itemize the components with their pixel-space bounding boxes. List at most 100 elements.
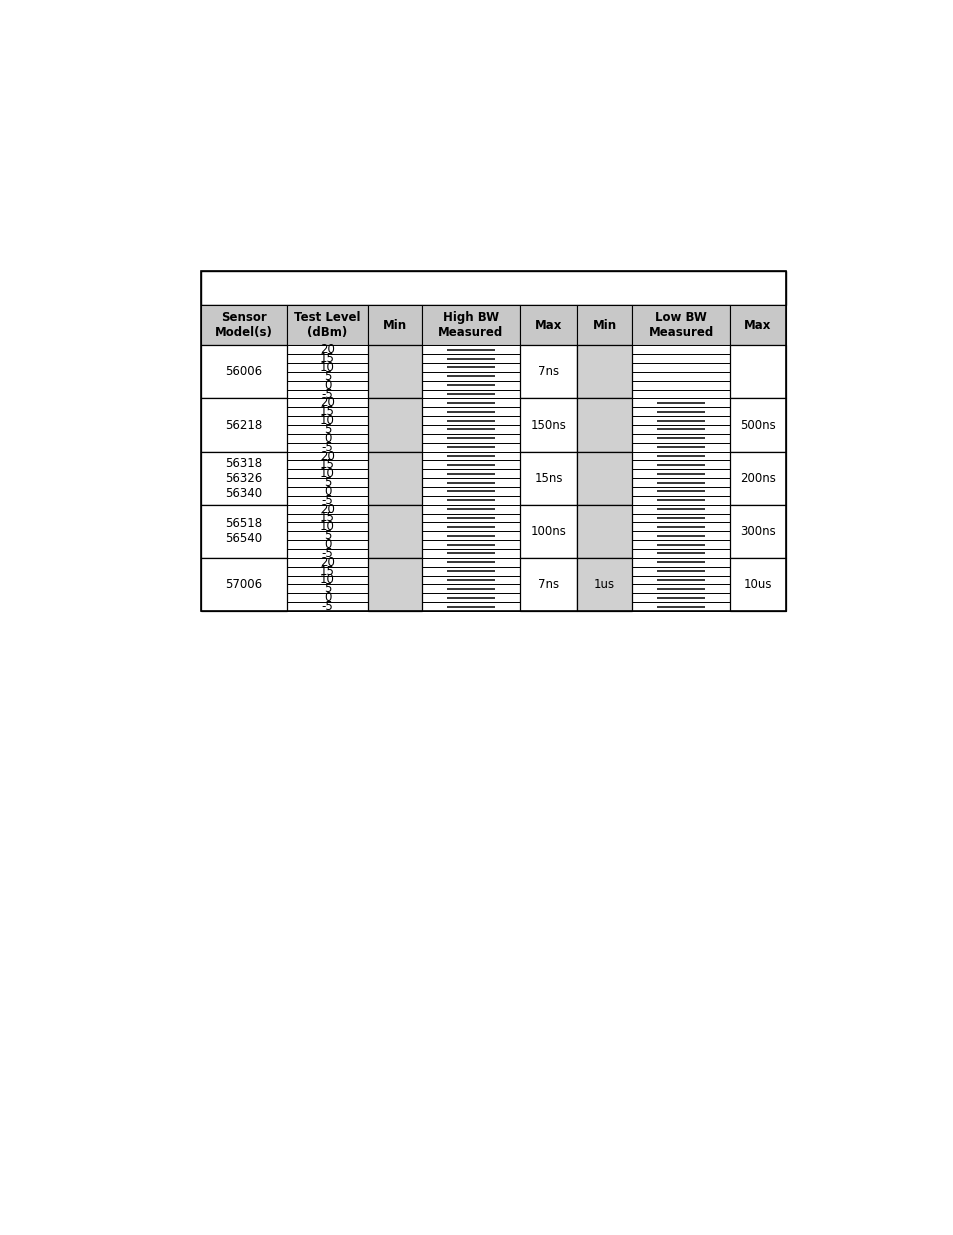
Bar [287, 522, 368, 531]
Bar [631, 461, 729, 469]
Bar [287, 346, 368, 354]
Bar [421, 496, 519, 505]
Text: 7ns: 7ns [537, 578, 558, 590]
Bar [631, 416, 729, 425]
Bar [287, 354, 368, 363]
Bar [421, 505, 519, 514]
Text: 15ns: 15ns [534, 472, 562, 484]
Text: -5: -5 [321, 388, 334, 400]
Bar [287, 372, 368, 380]
Text: 10: 10 [320, 573, 335, 587]
Bar [287, 461, 368, 469]
Bar [421, 531, 519, 540]
Bar [200, 558, 287, 611]
Text: 10: 10 [320, 467, 335, 480]
Text: 5: 5 [324, 583, 331, 595]
Bar [577, 399, 631, 452]
Bar [631, 380, 729, 389]
Text: 500ns: 500ns [740, 419, 775, 431]
Text: 0: 0 [324, 592, 331, 604]
Bar [421, 487, 519, 496]
Bar [287, 487, 368, 496]
Bar [421, 433, 519, 442]
Bar [421, 305, 519, 346]
Bar [631, 354, 729, 363]
Bar [421, 452, 519, 461]
Bar [631, 593, 729, 603]
Bar [287, 550, 368, 558]
Bar [421, 567, 519, 576]
Bar [287, 469, 368, 478]
Bar [631, 389, 729, 399]
Text: 1us: 1us [594, 578, 615, 590]
Text: 10: 10 [320, 520, 335, 534]
Bar [519, 558, 577, 611]
Bar [631, 531, 729, 540]
Bar [729, 505, 785, 558]
Bar [631, 576, 729, 584]
Text: -5: -5 [321, 494, 334, 506]
Text: 56218: 56218 [225, 419, 262, 431]
Bar [200, 272, 785, 611]
Text: 56006: 56006 [225, 366, 262, 378]
Bar [729, 452, 785, 505]
Bar [421, 372, 519, 380]
Text: 150ns: 150ns [530, 419, 566, 431]
Bar [631, 442, 729, 452]
Bar [631, 478, 729, 487]
Bar [421, 461, 519, 469]
Text: Min: Min [382, 319, 407, 332]
Bar [519, 452, 577, 505]
Bar [631, 408, 729, 416]
Bar [631, 496, 729, 505]
Bar [631, 550, 729, 558]
Bar [577, 558, 631, 611]
Bar [729, 346, 785, 399]
Bar [631, 603, 729, 611]
Bar [631, 558, 729, 567]
Bar [631, 487, 729, 496]
Bar [287, 540, 368, 550]
Bar [368, 452, 421, 505]
Bar [519, 505, 577, 558]
Bar [631, 567, 729, 576]
Bar [631, 505, 729, 514]
Bar [287, 442, 368, 452]
Text: 0: 0 [324, 432, 331, 445]
Bar [287, 584, 368, 593]
Text: Sensor
Model(s): Sensor Model(s) [214, 311, 273, 340]
Text: 0: 0 [324, 485, 331, 498]
Text: -5: -5 [321, 441, 334, 453]
Bar [421, 478, 519, 487]
Text: 20: 20 [320, 396, 335, 409]
Bar [287, 531, 368, 540]
Text: 15: 15 [320, 511, 335, 525]
Bar [421, 416, 519, 425]
Bar [421, 380, 519, 389]
Text: 15: 15 [320, 564, 335, 578]
Bar [421, 408, 519, 416]
Text: 20: 20 [320, 343, 335, 356]
Bar [631, 425, 729, 433]
Bar [200, 346, 287, 399]
Bar [368, 505, 421, 558]
Bar [631, 584, 729, 593]
Bar [287, 567, 368, 576]
Text: 15: 15 [320, 352, 335, 366]
Text: 100ns: 100ns [530, 525, 566, 537]
Bar [631, 399, 729, 408]
Text: 300ns: 300ns [740, 525, 775, 537]
Bar [421, 576, 519, 584]
Bar [577, 505, 631, 558]
Bar [287, 305, 368, 346]
Text: 56518
56540: 56518 56540 [225, 517, 262, 546]
Text: 0: 0 [324, 379, 331, 391]
Bar [200, 505, 287, 558]
Bar [421, 442, 519, 452]
Bar [368, 305, 421, 346]
Bar [287, 478, 368, 487]
Text: 5: 5 [324, 422, 331, 436]
Bar [287, 408, 368, 416]
Bar [631, 305, 729, 346]
Text: 15: 15 [320, 405, 335, 419]
